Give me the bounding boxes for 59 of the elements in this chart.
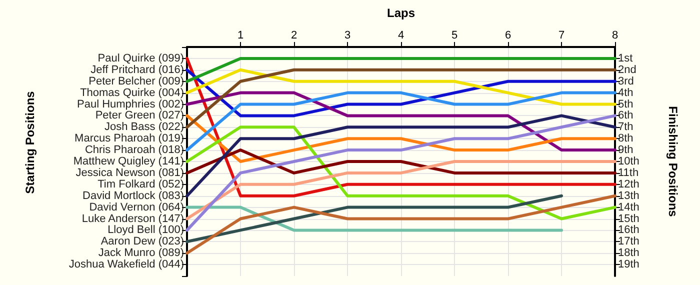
text: Starting Positions: [23, 90, 37, 194]
y2-tick-label: 2nd: [618, 64, 636, 76]
y2-tick-label: 12th: [618, 178, 640, 190]
x-tick-label: 6: [504, 30, 512, 42]
line-series: [186, 114, 616, 163]
y2-tick-label: 16th: [618, 224, 640, 236]
x-tick-label: 4: [398, 30, 404, 42]
category-label: Jack Munro (089): [98, 247, 184, 260]
y2-tick-label: 15th: [618, 212, 640, 225]
y2-tick-label: 13th: [618, 190, 640, 202]
y2-tick-label: 6th: [618, 110, 634, 122]
line-series: [186, 114, 616, 198]
y2-tick-label: 5th: [618, 98, 634, 110]
line-series: [186, 194, 563, 244]
line-series: [186, 160, 616, 220]
category-label: Marcus Pharoah (019): [74, 132, 184, 145]
category-label: Peter Green (027): [95, 110, 184, 122]
y2-tick-label: 3rd: [618, 75, 634, 88]
category-label: Chris Pharoah (018): [84, 144, 184, 156]
y2-tick-label: 17th: [618, 236, 640, 248]
line-series: [186, 68, 616, 106]
line-series: [186, 114, 616, 232]
category-label: David Vernon (064): [89, 201, 184, 214]
x-tick-label: 3: [344, 30, 351, 42]
x-tick-label: 5: [451, 30, 458, 42]
x-tick-label: 2: [290, 30, 298, 42]
category-label: Peter Belcher (009): [88, 75, 184, 88]
line-series: [186, 91, 616, 152]
category-label: Thomas Quirke (004): [80, 86, 184, 99]
category-label: Tim Folkard (052): [98, 178, 184, 190]
x-tick-label: 8: [612, 30, 618, 42]
y2-tick-label: 14th: [618, 201, 640, 214]
y2-tick-label: 8th: [618, 132, 634, 145]
y2-tick-label: 9th: [618, 144, 634, 156]
line-series: [186, 126, 616, 220]
x-tick-label: 7: [558, 30, 565, 42]
y2-tick-label: 7th: [618, 121, 634, 134]
category-label: Joshua Wakefield (044): [68, 258, 184, 271]
category-label: Paul Quirke (099): [98, 52, 184, 64]
y2-tick-label: 19th: [618, 258, 640, 271]
line-series: [186, 68, 616, 118]
y2-tick-label: 11th: [618, 166, 639, 179]
category-label: Josh Bass (022): [104, 121, 184, 134]
category-label: Lloyd Bell (100): [108, 224, 184, 236]
category-label: Jessica Newson (081): [76, 166, 184, 179]
y2-tick-label: 18th: [618, 247, 640, 260]
y2-tick-label: 1st: [618, 52, 633, 64]
category-label: David Mortlock (083): [82, 190, 184, 202]
line-series: [186, 194, 616, 255]
x-tick-label: 1: [237, 30, 244, 42]
category-label: Paul Humphries (002): [77, 98, 184, 110]
y2-axis-title: Finishing Positions: [666, 106, 680, 218]
category-label: Jeff Pritchard (016): [90, 64, 184, 76]
x-axis-title: Laps: [386, 6, 416, 20]
y2-tick-label: 4th: [618, 86, 634, 99]
category-label: Aaron Dew (023): [100, 236, 184, 248]
y2-tick-label: 10th: [618, 156, 640, 168]
category-label: Matthew Quigley (141): [73, 156, 184, 168]
category-label: Luke Anderson (147): [82, 212, 184, 225]
